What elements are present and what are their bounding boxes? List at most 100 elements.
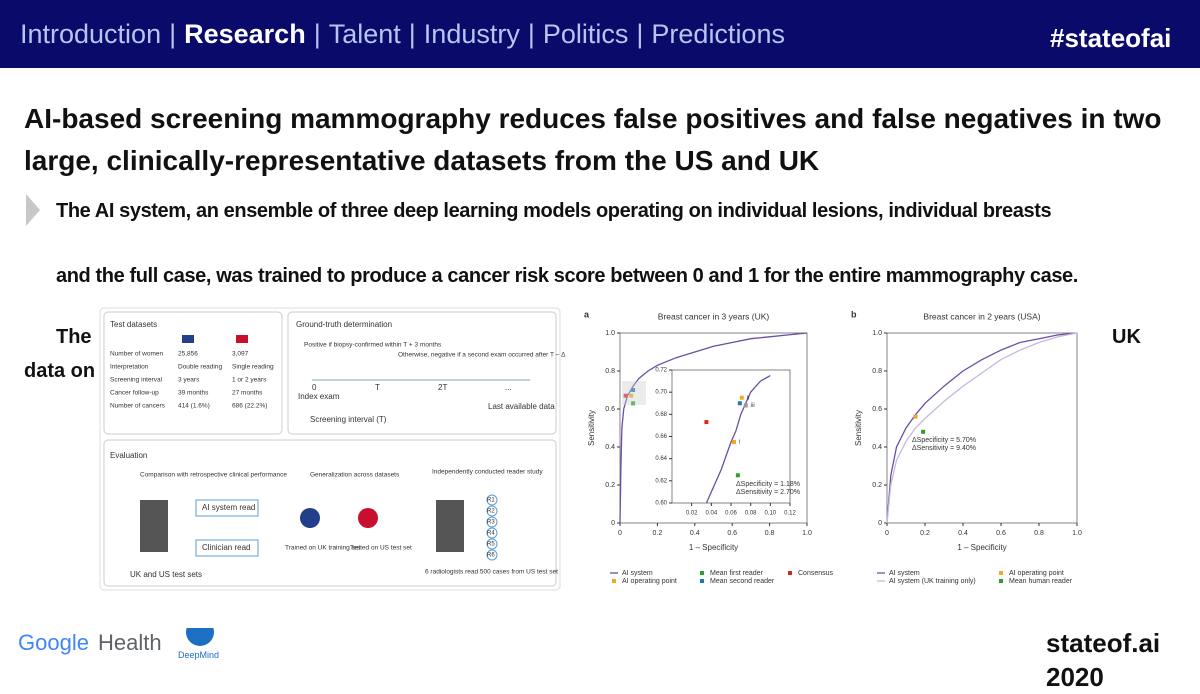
bullet-arrow [26,194,40,226]
table-cell: 414 (1.6%) [178,403,210,410]
bullet-text: The AI system, an ensemble of three deep… [56,200,1052,222]
legend-label: AI system (UK training only) [889,578,976,585]
bullet-fragment: UK [1112,326,1141,348]
annotation: ΔSensitivity = 9.40% [912,445,976,452]
x-tick-label: 0.06 [725,511,737,517]
label: Positive if biopsy-confirmed within T + … [304,342,442,349]
reader-label: R4 [487,531,495,537]
nav-item[interactable]: Predictions [651,19,785,49]
x-axis-label: 1 – Specificity [957,543,1006,552]
us-flag [236,335,248,343]
operating-point [743,403,748,408]
nav-separator: | [408,19,416,49]
plot-frame [886,332,1078,524]
legend-swatch [612,579,616,583]
nav-separator: | [636,19,644,49]
label: AI system read [202,503,255,512]
table-cell: Number of cancers [110,403,166,410]
legend-swatch [999,571,1003,575]
uk-flag [182,335,194,343]
roc-curve [886,332,1078,524]
roc-curve [705,374,771,504]
table-cell: 3,097 [232,351,249,358]
legend-label: AI operating point [1009,570,1064,577]
operating-point [731,440,736,445]
deepmind-logo: DeepMind [178,650,219,660]
label: Independently conducted reader study [432,469,543,476]
reader-node [486,494,498,506]
hashtag: #stateofai [1050,23,1172,53]
operating-point [623,393,628,398]
table-cell: 1 or 2 years [232,377,267,384]
google-logo: Google [18,630,89,655]
y-tick-label: 0.4 [605,444,615,451]
label: 2T [438,383,447,392]
legend-label: Consensus [798,570,834,577]
legend-label: Mean first reader [710,570,764,577]
nav-item[interactable]: Industry [423,19,520,49]
legend-swatch [999,579,1003,583]
label: ... [505,383,512,392]
inset-bg [672,370,790,503]
nav-item[interactable]: Politics [542,19,629,49]
legend-label: AI system [622,570,653,577]
x-tick-label: 1.0 [802,530,812,537]
nav-separator: | [527,19,535,49]
x-tick-label: 0.4 [690,530,700,537]
y-tick-label: 0.72 [655,368,667,374]
label: Clinician read [202,543,250,552]
table-cell: Interpretation [110,364,149,371]
uk-flag [300,508,320,528]
bullet-text: and the full case, was trained to produc… [56,265,1078,287]
nav-item[interactable]: Research [184,19,306,49]
x-tick-label: 0.6 [727,530,737,537]
table-cell: 3 years [178,377,200,384]
y-tick-label: 0.8 [872,368,882,375]
legend-swatch [700,579,704,583]
operating-point [704,420,709,425]
label: Comparison with retrospective clinical p… [140,472,287,479]
x-tick-label: 0.04 [705,511,717,517]
roc-curve [619,332,808,524]
reader-node [486,527,498,539]
site: stateof.ai 2020 [1046,628,1161,692]
legend-label: Mean human reader [1009,578,1073,585]
annotation: ΔSpecificity = 5.70% [912,437,976,444]
operating-point [631,401,636,406]
label: Tested on US test set [350,545,412,552]
y-tick-label: 0.70 [655,390,667,396]
box [195,499,259,517]
panel-title: Ground-truth determination [296,320,392,329]
nav-item[interactable]: Talent [328,19,401,49]
y-tick-label: 0.2 [872,482,882,489]
annotation: ΔSpecificity = 1.18% [736,481,800,488]
operating-point [913,414,918,419]
nav-item[interactable]: Introduction [20,19,162,49]
point-label: iii [751,403,755,409]
table-cell: Number of women [110,351,163,358]
reader-label: R3 [487,520,495,526]
roc-curve [886,332,1078,524]
reader-node [486,516,498,528]
annotation: ΔSensitivity = 2.70% [736,489,800,496]
nav-separator: | [313,19,321,49]
y-tick-label: 0 [878,520,882,527]
chart-title: Breast cancer in 2 years (USA) [923,311,1040,321]
y-tick-label: 0.6 [872,406,882,413]
nav-separator: | [169,19,177,49]
x-tick-label: 0.2 [653,530,663,537]
reader-label: R5 [487,542,495,548]
point-label: ii [747,395,750,401]
label: Generalization across datasets [310,472,400,479]
x-tick-label: 0.2 [920,530,930,537]
x-tick-label: 0.12 [784,511,796,517]
box [195,539,259,557]
figure: Test datasets Ground-truth determination… [99,307,1082,591]
y-tick-label: 0.4 [872,444,882,451]
x-tick-label: 0.08 [745,511,757,517]
operating-point [629,393,634,398]
legend-swatch [788,571,792,575]
table-cell: 39 months [178,390,209,397]
deepmind-icon [186,628,214,646]
label: Index exam [298,392,340,401]
